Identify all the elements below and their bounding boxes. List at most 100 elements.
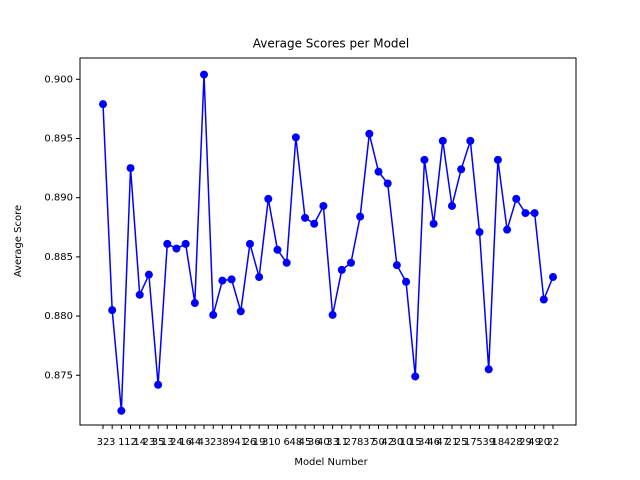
y-axis-label: Average Score [13, 205, 24, 277]
marker [429, 219, 438, 228]
marker [218, 276, 227, 285]
x-tick-label: 20 [537, 437, 550, 448]
x-tick-label: 34 [418, 437, 431, 448]
marker [503, 225, 512, 234]
x-tick-label: 18 [492, 437, 505, 448]
y-tick-label: 0.900 [44, 74, 73, 85]
marker [126, 164, 135, 173]
marker [144, 270, 153, 279]
x-tick-label: 45 [299, 437, 312, 448]
marker [227, 275, 236, 284]
marker [447, 201, 456, 210]
x-tick-label: 27 [345, 437, 358, 448]
marker [99, 100, 107, 109]
x-tick-label: 36 [308, 437, 321, 448]
x-tick-label: 4 [504, 437, 510, 448]
marker [475, 228, 484, 237]
marker [484, 365, 493, 374]
x-tick-label: 9 [228, 437, 234, 448]
x-tick-label: 25 [455, 437, 468, 448]
x-tick-label: 11 [335, 437, 348, 448]
marker [466, 136, 475, 145]
marker [245, 239, 254, 248]
x-tick-label: 50 [372, 437, 385, 448]
marker [530, 209, 539, 218]
marker [392, 261, 401, 270]
marker [512, 194, 521, 203]
marker [135, 290, 144, 299]
x-tick-label: 5 [476, 437, 482, 448]
x-tick-label: 24 [170, 437, 183, 448]
y-tick-label: 0.895 [44, 134, 73, 145]
x-tick-label: 17 [464, 437, 477, 448]
marker [209, 310, 218, 319]
marker [190, 299, 199, 308]
x-tick-label: 6 [283, 437, 289, 448]
marker [172, 244, 181, 253]
marker [301, 213, 310, 222]
x-tick-label: 40 [317, 437, 330, 448]
x-tick-label: 44 [188, 437, 201, 448]
marker [549, 273, 557, 282]
x-tick-label: 8 [357, 437, 363, 448]
x-tick-label: 35 [152, 437, 165, 448]
marker [521, 209, 530, 218]
marker [493, 155, 502, 164]
x-tick-label: 1 [118, 437, 124, 448]
marker [319, 201, 328, 210]
marker [365, 129, 374, 138]
x-tick-label: 10 [400, 437, 413, 448]
x-tick-label: 38 [216, 437, 229, 448]
x-tick-label: 47 [436, 437, 449, 448]
marker [291, 133, 300, 142]
marker [117, 406, 126, 415]
x-axis-label: Model Number [294, 457, 368, 468]
x-tick-label: 33 [326, 437, 339, 448]
marker [383, 179, 392, 188]
x-tick-label: 12 [124, 437, 137, 448]
x-tick-label: 48 [289, 437, 302, 448]
x-tick-label: 13 [161, 437, 174, 448]
marker [438, 136, 447, 145]
marker [282, 258, 291, 267]
marker [181, 239, 190, 248]
x-tick-label: 31 [262, 437, 275, 448]
marker [200, 70, 209, 79]
plot-area [79, 57, 577, 426]
y-tick-label: 0.880 [44, 311, 73, 322]
x-tick-label: 23 [143, 437, 156, 448]
x-tick-label: 41 [234, 437, 247, 448]
chart-title: Average Scores per Model [253, 37, 410, 51]
marker [264, 194, 273, 203]
y-tick-label: 0.875 [44, 370, 73, 381]
x-tick-label: 19 [253, 437, 266, 448]
marker [374, 167, 383, 176]
x-tick-label: 3 [109, 437, 115, 448]
x-tick-label: 30 [391, 437, 404, 448]
x-tick-label: 26 [244, 437, 257, 448]
marker [411, 372, 420, 381]
x-tick-label: 22 [547, 437, 560, 448]
marker [273, 245, 282, 254]
x-tick-label: 14 [133, 437, 146, 448]
marker [457, 165, 466, 174]
marker [420, 155, 429, 164]
marker [539, 295, 548, 304]
marker [163, 239, 172, 248]
x-tick-label: 16 [179, 437, 192, 448]
x-tick-label: 29 [519, 437, 532, 448]
x-tick-label: 42 [381, 437, 394, 448]
marker [108, 306, 117, 315]
x-tick-label: 21 [446, 437, 459, 448]
x-tick-label: 15 [409, 437, 422, 448]
x-tick-label: 28 [510, 437, 523, 448]
x-tick-label: 37 [363, 437, 376, 448]
y-tick-label: 0.890 [44, 193, 73, 204]
y-tick-label: 0.885 [44, 252, 73, 263]
x-tick-label: 43 [198, 437, 211, 448]
x-tick-label: 39 [482, 437, 495, 448]
marker [154, 380, 163, 389]
x-tick-label: 46 [427, 437, 440, 448]
